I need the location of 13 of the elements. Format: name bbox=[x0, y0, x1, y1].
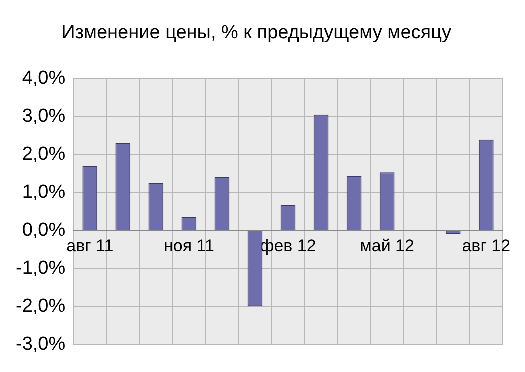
x-tick-label: май 12 bbox=[360, 236, 414, 256]
y-tick-label: -3,0% bbox=[16, 334, 66, 355]
chart-title: Изменение цены, % к предыдущему месяцу bbox=[62, 22, 452, 44]
x-tick-label: авг 12 bbox=[462, 236, 511, 256]
y-tick-label: -1,0% bbox=[16, 258, 66, 279]
x-tick-label: ноя 11 bbox=[164, 236, 214, 256]
y-tick-label: 4,0% bbox=[22, 68, 66, 90]
y-tick-label: 2,0% bbox=[22, 144, 66, 165]
x-tick-label: авг 11 bbox=[66, 236, 114, 256]
y-tick-label: -2,0% bbox=[16, 296, 66, 317]
y-tick-label: 0,0% bbox=[22, 220, 66, 241]
y-tick-label: 1,0% bbox=[22, 182, 66, 203]
y-tick-label: 3,0% bbox=[22, 106, 66, 128]
